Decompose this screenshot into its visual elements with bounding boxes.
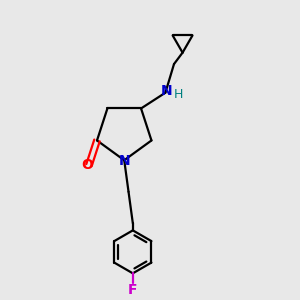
Text: N: N [161, 84, 172, 98]
Text: F: F [128, 284, 138, 298]
Text: O: O [82, 158, 94, 172]
Text: N: N [118, 154, 130, 168]
Text: H: H [174, 88, 183, 100]
